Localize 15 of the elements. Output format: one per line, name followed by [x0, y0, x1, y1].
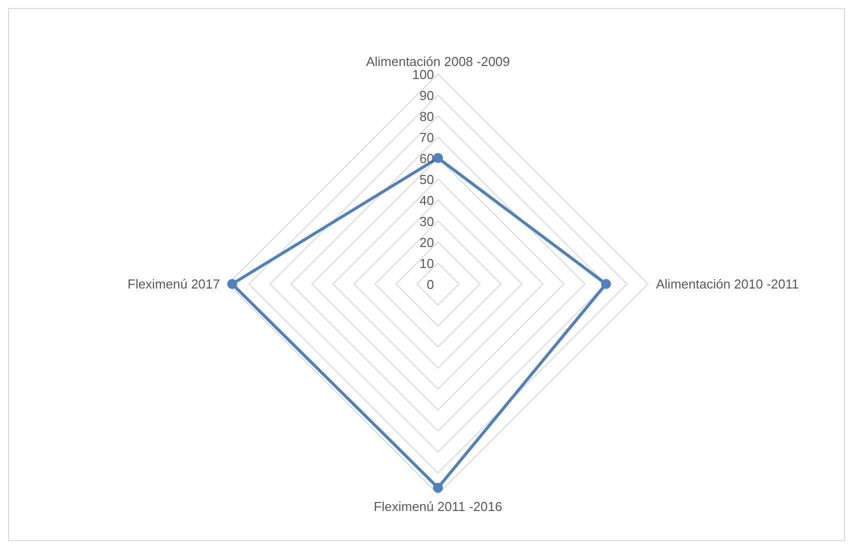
- y-tick-label: 70: [420, 130, 434, 145]
- spoke-label: Fleximenú 2011 -2016: [374, 499, 502, 514]
- y-tick-label: 10: [420, 256, 434, 271]
- y-tick-label: 30: [420, 214, 434, 229]
- y-tick-label: 90: [420, 88, 434, 103]
- y-tick-label: 60: [420, 151, 434, 166]
- y-tick-label: 40: [420, 193, 434, 208]
- spoke-label: Alimentación 2008 -2009: [366, 54, 510, 69]
- y-tick-label: 80: [420, 109, 434, 124]
- y-tick-label: 100: [412, 67, 434, 82]
- y-tick-label: 20: [420, 235, 434, 250]
- spoke-label: Fleximenú 2017: [128, 276, 220, 292]
- y-tick-label: 0: [426, 277, 434, 292]
- spoke-label: Alimentación 2010 -2011: [656, 276, 799, 292]
- y-tick-label: 50: [420, 172, 434, 187]
